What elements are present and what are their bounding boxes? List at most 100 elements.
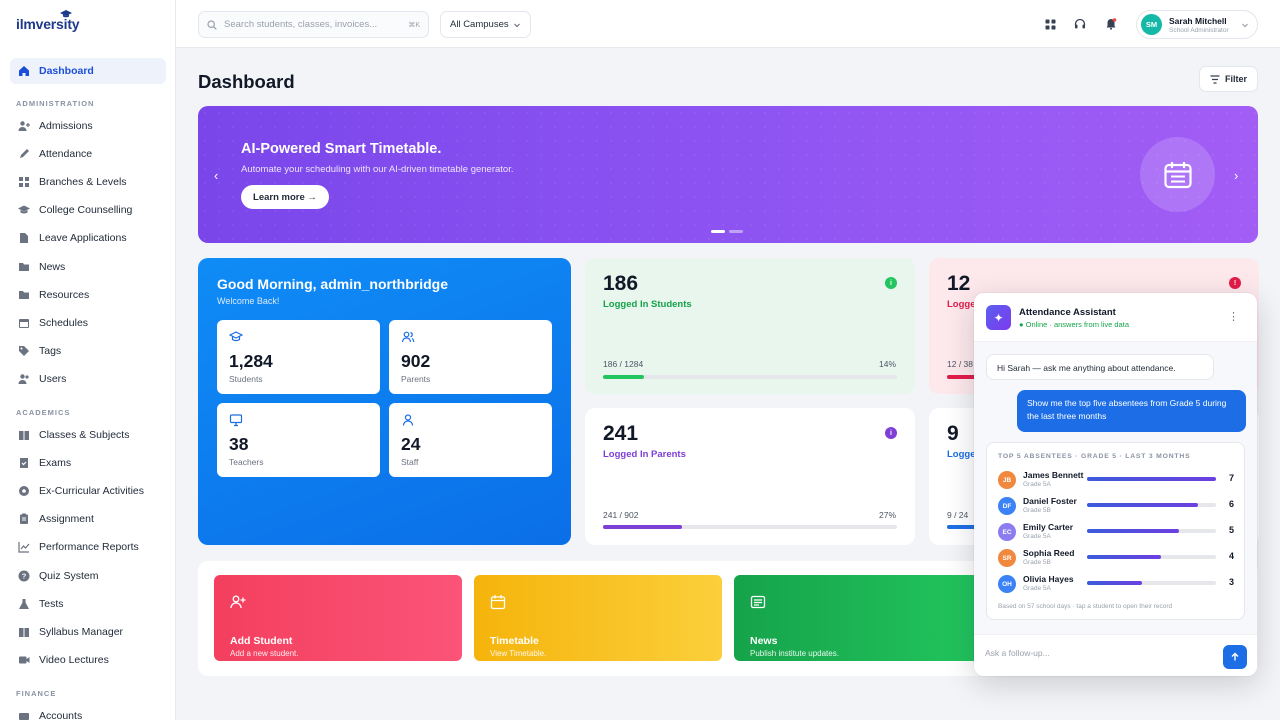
sidebar-item-quiz-system[interactable]: ? Quiz System (10, 563, 166, 589)
clipboard-icon (18, 513, 30, 525)
add-user-icon (18, 120, 30, 132)
sidebar-item-college-counselling[interactable]: College Counselling (10, 197, 166, 223)
sidebar-item-news[interactable]: News (10, 254, 166, 280)
staff-count-card[interactable]: 24 Staff (389, 403, 552, 477)
sidebar-item-label: Dashboard (39, 65, 94, 77)
absentee-row[interactable]: SR Sophia Reed Grade 5B 4 (998, 547, 1236, 569)
sidebar-item-ex-curricular[interactable]: Ex-Curricular Activities (10, 478, 166, 504)
section-academics: ACADEMICS (16, 408, 71, 417)
sidebar-item-video-lectures[interactable]: Video Lectures (10, 647, 166, 673)
student-name: Emily Carter (1023, 522, 1074, 532)
alert-icon[interactable]: ! (1229, 277, 1241, 289)
welcome-card: Good Morning, admin_northbridge Welcome … (198, 258, 571, 545)
headset-icon[interactable] (1072, 16, 1088, 32)
more-options-icon[interactable]: ⋮ (1228, 311, 1239, 323)
info-icon[interactable]: i (885, 427, 897, 439)
filter-icon (1210, 74, 1220, 84)
teachers-count-card[interactable]: 38 Teachers (217, 403, 380, 477)
sidebar-item-assignment[interactable]: Assignment (10, 506, 166, 532)
campus-select[interactable]: All Campuses (440, 11, 531, 38)
video-icon (18, 654, 30, 666)
sidebar-item-dashboard[interactable]: Dashboard (10, 58, 166, 84)
chevron-right-icon[interactable]: › (1234, 168, 1239, 183)
sidebar-item-attendance[interactable]: Attendance (10, 141, 166, 167)
absentee-row[interactable]: EC Emily Carter Grade 5A 5 (998, 521, 1236, 543)
action-title: Timetable (490, 635, 539, 647)
students-count-card[interactable]: 1,284 Students (217, 320, 380, 394)
sidebar-item-label: News (39, 261, 66, 273)
banner-illustration (1140, 137, 1215, 212)
search-box[interactable]: ⌘K (198, 11, 429, 38)
chat-input-bar (974, 634, 1257, 676)
student-name: Olivia Hayes (1023, 574, 1074, 584)
absence-count: 6 (1229, 499, 1235, 509)
student-name: Sophia Reed (1023, 548, 1075, 558)
send-button[interactable] (1223, 645, 1247, 669)
chevron-left-icon[interactable]: ‹ (214, 168, 219, 183)
student-grade: Grade 5A (1023, 533, 1051, 540)
question-icon: ? (18, 570, 30, 582)
search-icon (207, 19, 217, 30)
sidebar-item-label: College Counselling (39, 204, 133, 216)
avatar: SM (1141, 14, 1162, 35)
user-icon (402, 414, 414, 426)
calendar-icon (18, 317, 30, 329)
news-action[interactable]: News Publish institute updates. (734, 575, 982, 661)
bell-icon[interactable] (1103, 16, 1119, 32)
sparkle-icon: ✦ (986, 305, 1011, 330)
tag-icon (18, 345, 30, 357)
learn-more-button[interactable]: Learn more → (241, 185, 329, 209)
carousel-dot[interactable] (711, 230, 725, 233)
absentee-row[interactable]: OH Olivia Hayes Grade 5A 3 (998, 573, 1236, 595)
sidebar-item-resources[interactable]: Resources (10, 282, 166, 308)
absence-bar-fill (1087, 477, 1216, 481)
sidebar-item-admissions[interactable]: Admissions (10, 113, 166, 139)
sidebar-item-schedules[interactable]: Schedules (10, 310, 166, 336)
sidebar-item-syllabus-manager[interactable]: Syllabus Manager (10, 619, 166, 645)
timetable-action[interactable]: Timetable View Timetable. (474, 575, 722, 661)
sidebar-item-exams[interactable]: Exams (10, 450, 166, 476)
add-user-icon (230, 595, 246, 609)
stat-progress-fill (603, 375, 645, 379)
logged-in-parents-card[interactable]: 241 Logged In Parents i 241 / 902 27% (585, 408, 915, 545)
stat-label: Logged In Students (603, 299, 692, 310)
sidebar-item-tags[interactable]: Tags (10, 338, 166, 364)
graduation-cap-icon (229, 331, 243, 342)
user-menu[interactable]: SM Sarah Mitchell School Administrator (1136, 10, 1258, 39)
filter-button[interactable]: Filter (1199, 66, 1258, 92)
welcome-title: Good Morning, admin_northbridge (217, 276, 448, 292)
stat-label: Logged (947, 299, 982, 310)
apps-grid-icon[interactable] (1042, 16, 1058, 32)
student-avatar: SR (998, 549, 1016, 567)
absence-count: 7 (1229, 473, 1235, 483)
absence-bar (1087, 503, 1216, 507)
sidebar-item-accounts[interactable]: Accounts (10, 703, 166, 720)
stat-percent: 14% (879, 359, 897, 369)
logged-in-students-card[interactable]: 186 Logged In Students i 186 / 1284 14% (585, 258, 915, 394)
sidebar-item-label: Assignment (39, 513, 94, 525)
absentee-row[interactable]: DF Daniel Foster Grade 5B 6 (998, 495, 1236, 517)
action-subtitle: View Timetable. (490, 649, 547, 658)
app-logo[interactable]: ilmversity (16, 10, 80, 32)
search-input[interactable] (224, 19, 394, 30)
stat-progress (603, 525, 897, 529)
wallet-icon (18, 710, 30, 720)
parents-count-card[interactable]: 902 Parents (389, 320, 552, 394)
sidebar-item-classes-subjects[interactable]: Classes & Subjects (10, 422, 166, 448)
carousel-dot[interactable] (729, 230, 743, 233)
sidebar-item-label: Tests (39, 598, 64, 610)
sidebar-item-branches[interactable]: Branches & Levels (10, 169, 166, 195)
student-grade: Grade 5B (1023, 559, 1051, 566)
absentees-result-card: TOP 5 ABSENTEES · GRADE 5 · LAST 3 MONTH… (986, 442, 1245, 620)
sidebar-item-performance-reports[interactable]: Performance Reports (10, 534, 166, 560)
sidebar-item-leave-applications[interactable]: Leave Applications (10, 225, 166, 251)
stat-value: 186 (603, 272, 639, 295)
users-icon (18, 373, 30, 385)
absentee-row[interactable]: JB James Bennett Grade 5A 7 (998, 469, 1236, 491)
follow-up-input[interactable] (985, 648, 1185, 658)
add-student-action[interactable]: Add Student Add a new student. (214, 575, 462, 661)
info-icon[interactable]: i (885, 277, 897, 289)
sidebar-item-users[interactable]: Users (10, 366, 166, 392)
banner-title: AI-Powered Smart Timetable. (241, 141, 442, 157)
sidebar-item-tests[interactable]: Tests (10, 591, 166, 617)
